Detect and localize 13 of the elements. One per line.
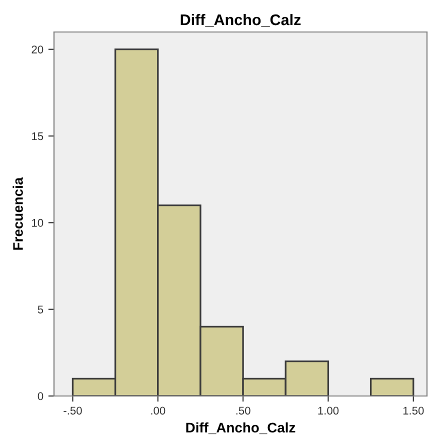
- y-tick-label: 5: [38, 306, 44, 314]
- y-tick-label: 10: [32, 218, 44, 227]
- y-tick-label: 0: [38, 392, 44, 400]
- y-axis-title: Frecuencia: [12, 177, 23, 250]
- chart-title: Diff_Ancho_Calz: [180, 14, 301, 27]
- y-tick-label: 15: [32, 132, 44, 140]
- x-tick-label: .00: [151, 406, 166, 415]
- x-axis-title: Diff_Ancho_Calz: [186, 422, 296, 434]
- x-tick-label: -.50: [64, 406, 82, 415]
- x-tick-label: 1.00: [318, 406, 339, 415]
- x-tick-label: .50: [236, 406, 250, 415]
- x-tick-label: 1.50: [403, 406, 424, 415]
- y-tick-label: 20: [32, 46, 44, 54]
